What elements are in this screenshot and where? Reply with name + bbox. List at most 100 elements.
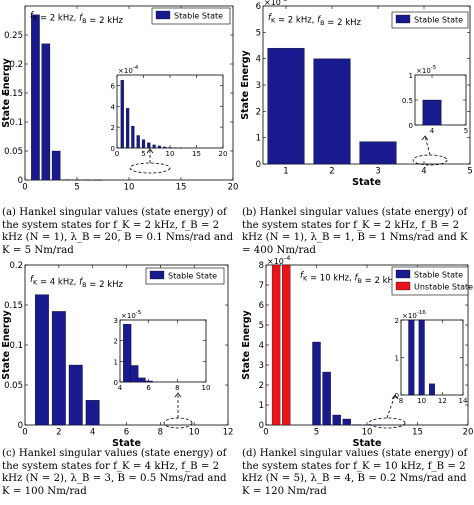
- panel-c-xtick-label: 10: [189, 428, 200, 438]
- panel-b-stable-state-bar: [359, 141, 397, 165]
- panel-a-inset-bar: [152, 144, 156, 149]
- panel-d-stable-state-bar: [342, 418, 351, 426]
- panel-c-inset-ytick-label: 3: [114, 317, 118, 325]
- panel-d-inset-bar: [408, 319, 415, 396]
- panel-b-zoom-arrow: [424, 135, 431, 156]
- panel-a-inset-xtick-label: 20: [219, 150, 228, 158]
- panel-d-ytick-label: 7: [259, 281, 264, 291]
- panel-d-ytick-label: 3: [259, 361, 264, 371]
- panel-d-unstable-state-bar: [282, 264, 291, 426]
- panel-b-xtick-label: 3: [375, 167, 380, 177]
- panel-a-stable-state-bar: [93, 179, 103, 181]
- caption-a: (a) Hankel singular values (state energy…: [2, 207, 234, 256]
- panel-d-inset-xtick-label: 10: [417, 397, 426, 405]
- panel-c-inset-ytick-label: 0: [114, 379, 118, 387]
- panel-a-ytick-label: 0.1: [9, 118, 23, 128]
- panel-d-xtick-label: 20: [463, 428, 474, 438]
- panel-a-inset-xtick-label: 15: [192, 150, 201, 158]
- panel-d-legend-swatch: [395, 269, 411, 279]
- panel-c-inset-xtick-label: 4: [118, 384, 123, 392]
- panel-a-inset-bar: [125, 108, 130, 149]
- panel-d-zoom-ellipse: [368, 417, 406, 429]
- panel-c-xtick-label: 2: [56, 428, 61, 438]
- panel-c-xtick-label: 8: [158, 428, 163, 438]
- panel-b-xlabel: State: [352, 177, 381, 188]
- panel-d-annotation: fK = 10 kHz, fB = 2 kHz: [300, 271, 399, 286]
- panel-a-xtick-label: 0: [22, 183, 27, 193]
- panel-a-inset-ytick-label: 6: [111, 82, 116, 90]
- panel-b-legend-label: Stable State: [414, 16, 463, 25]
- panel-c-zoom-arrowhead: [174, 392, 182, 398]
- panel-a-annotation: fK = 2 kHz, fB = 2 kHz: [30, 11, 124, 26]
- panel-c-inset-bar: [144, 380, 153, 383]
- panel-d-ytick-label: 6: [259, 301, 264, 311]
- panel-c-stable-state-bar: [68, 364, 83, 426]
- panel-c-stable-state-bar: [35, 294, 49, 426]
- panel-c-stable-state-bar: [51, 311, 66, 426]
- panel-c-inset-multiplier: ×10-5: [121, 310, 142, 320]
- panel-d-ytick-label: 1: [259, 401, 264, 411]
- panel-d-inset-ytick-label: 1: [395, 355, 399, 363]
- panel-c-inset-ytick-label: 2: [114, 338, 118, 346]
- panel-a-inset-bar: [168, 147, 172, 149]
- panel-d-inset-bar: [418, 319, 425, 396]
- panel-d-ytick-label: 0: [259, 421, 264, 431]
- panel-a-stable-state-bar: [62, 179, 71, 181]
- panel-a-stable-state-bar: [41, 43, 51, 181]
- panel-b-inset-xtick-label: 5: [464, 127, 468, 135]
- panel-b-inset-xtick-label: 4: [430, 127, 435, 135]
- panel-a-zoom-arrowhead: [146, 148, 154, 154]
- panel-c-inset-xtick-label: 10: [202, 384, 211, 392]
- panel-d-stable-state-bar: [332, 414, 341, 426]
- caption-c: (c) Hankel singular values (state energy…: [2, 448, 227, 497]
- panel-b-ytick-label: 1: [256, 134, 261, 144]
- panel-c-ytick-label: 0.05: [4, 381, 23, 391]
- panel-a-inset-bar: [178, 147, 183, 149]
- panel-a-inset-ytick-label: 2: [111, 124, 115, 132]
- panel-b-ytick-label: 4: [256, 55, 261, 65]
- panel-c-stable-state-bar: [85, 400, 100, 426]
- panel-d-zoom-arrow: [386, 394, 396, 419]
- panel-a-inset-bar: [141, 139, 146, 149]
- panel-d-multiplier: ×10-4: [267, 254, 290, 266]
- panel-b-xtick-label: 1: [283, 167, 288, 177]
- panel-a-inset-bar: [136, 135, 140, 149]
- panel-b-inset-ytick-label: 0.5: [402, 97, 413, 105]
- panel-a-stable-state-bar: [31, 14, 40, 181]
- panel-d-inset-multiplier: ×10-16: [402, 310, 426, 320]
- panel-d-xtick-label: 15: [412, 428, 423, 438]
- panel-d-ylabel: State Energy: [241, 309, 252, 379]
- panel-d-stable-state-bar: [322, 371, 331, 426]
- panel-d-legend-swatch: [395, 281, 411, 291]
- panel-b-ytick-label: 5: [256, 28, 261, 38]
- panel-c-ytick-label: 0.1: [9, 341, 23, 351]
- caption-b: (b) Hankel singular values (state energy…: [242, 207, 468, 256]
- panel-d-ytick-label: 5: [259, 321, 264, 331]
- panel-b-ytick-label: 6: [256, 2, 261, 12]
- panel-a-inset-bar: [157, 145, 162, 149]
- panel-a-legend-swatch: [155, 10, 171, 20]
- panel-b-annotation: fK = 2 kHz, fB = 2 kHz: [268, 13, 362, 28]
- panel-b-inset-ytick-label: 1: [409, 72, 413, 80]
- panel-d-stable-state-bar: [352, 424, 362, 426]
- panel-b-xtick-label: 2: [329, 167, 334, 177]
- panel-d-legend-label: Unstable State: [414, 283, 473, 292]
- panel-a-inset-bar: [120, 80, 124, 149]
- panel-c-inset-bar: [137, 377, 146, 383]
- panel-b-ytick-label: 2: [256, 107, 261, 117]
- panel-a-zoom-ellipse: [129, 162, 171, 174]
- panel-d-inset-ytick-label: 2: [395, 317, 399, 325]
- panel-b-ytick-label: 0: [256, 160, 261, 170]
- panel-c-inset-bar: [123, 323, 132, 383]
- panel-b-legend-swatch: [395, 14, 411, 24]
- panel-d-xtick-label: 10: [362, 428, 373, 438]
- panel-d-xtick-label: 0: [263, 428, 268, 438]
- panel-d-stable-state-bar: [312, 341, 321, 426]
- panel-a-ytick-label: 0: [18, 176, 23, 186]
- panel-a-ytick-label: 0.15: [4, 89, 23, 99]
- panel-a-stable-state-bar: [83, 179, 92, 181]
- panel-c-legend: [145, 267, 225, 285]
- panel-a-ytick-label: 0.25: [4, 31, 23, 41]
- panel-a-xtick-label: 5: [74, 183, 79, 193]
- panel-a-inset-ytick-label: 0: [111, 145, 115, 153]
